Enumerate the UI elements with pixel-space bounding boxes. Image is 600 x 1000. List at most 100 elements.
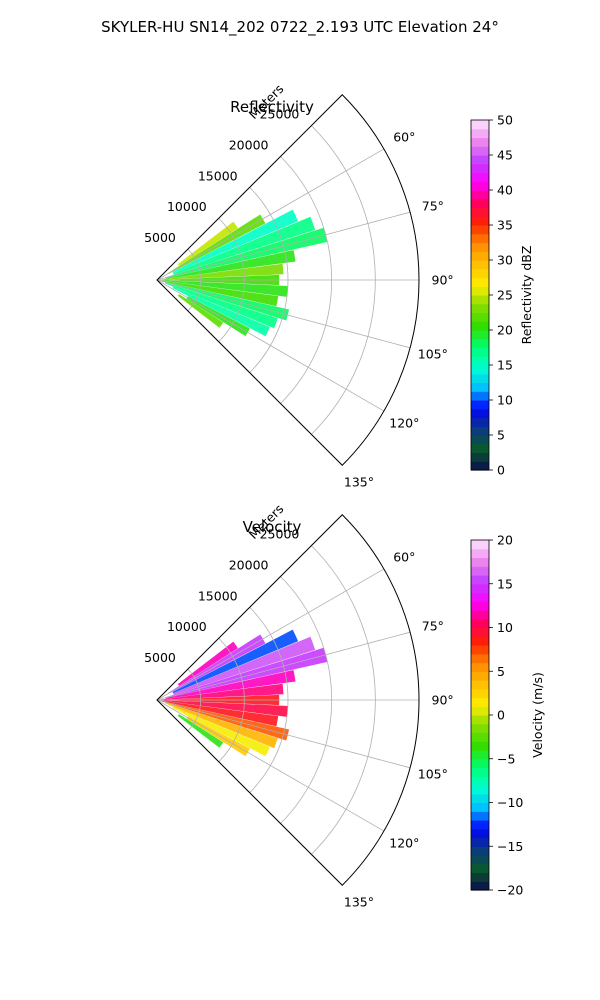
colorbar-band (471, 330, 489, 340)
range-tick-label: 15000 (198, 168, 238, 183)
azimuth-spoke-4 (156, 279, 385, 412)
colorbar-tick-label: 35 (497, 218, 513, 233)
colorbar-band (471, 207, 489, 217)
colorbar-tick-label: −5 (497, 751, 515, 766)
echo-cell-6 (161, 263, 284, 280)
colorbar-band (471, 426, 489, 436)
figure-suptitle: SKYLER-HU SN14_202 0722_2.193 UTC Elevat… (101, 18, 499, 37)
echo-cell-10 (161, 700, 290, 741)
azimuth-tick-label: 105° (418, 766, 448, 781)
colorbar-band (471, 802, 489, 812)
colorbar-band (471, 793, 489, 804)
range-tick-label: 10000 (167, 619, 207, 634)
colorbar-band (471, 225, 489, 235)
range-tick-label: 10000 (167, 199, 207, 214)
colorbar-band (471, 251, 489, 261)
echo-cell-1 (168, 214, 266, 274)
colorbar-band (471, 828, 489, 839)
colorbar-band (471, 601, 489, 611)
echo-cell-9 (161, 280, 279, 307)
colorbar-band (471, 636, 489, 646)
azimuth-tick-label: 105° (418, 346, 448, 361)
echo-cell-14 (177, 294, 224, 328)
range-tick-label: 15000 (198, 588, 238, 603)
azimuth-spoke-3 (156, 279, 411, 349)
colorbar-band (471, 260, 489, 270)
colorbar-band (471, 627, 489, 637)
azimuth-spoke-4 (156, 699, 385, 832)
range-tick-label: 5000 (144, 650, 176, 665)
colorbar-tick-label: −10 (497, 795, 523, 810)
colorbar-tick-label: 5 (497, 428, 505, 443)
echo-cell-3 (173, 216, 316, 275)
colorbar-tick-label: 20 (497, 323, 513, 338)
colorbar-band (471, 452, 489, 462)
azimuth-tick-label: 75° (422, 199, 444, 214)
echo-cell-8 (161, 280, 288, 297)
range-tick-label: 20000 (229, 137, 269, 152)
colorbar-band (471, 295, 489, 305)
colorbar-band (471, 198, 489, 209)
colorbar-band (471, 706, 489, 716)
colorbar-band (471, 557, 489, 567)
colorbar-band (471, 697, 489, 707)
colorbar-tick-label: 10 (497, 393, 513, 408)
colorbar-band (471, 855, 489, 865)
colorbar-band (471, 566, 489, 576)
colorbar-band (471, 715, 489, 725)
colorbar-band (471, 356, 489, 366)
colorbar-tick-label: 15 (497, 576, 513, 591)
azimuth-tick-label: 75° (422, 619, 444, 634)
echo-cell-10 (161, 280, 290, 321)
azimuth-spoke-0 (156, 568, 385, 701)
colorbar-band (471, 137, 489, 147)
colorbar-tick-label: 25 (497, 288, 513, 303)
colorbar-band (471, 268, 489, 279)
colorbar-band (471, 671, 489, 681)
colorbar-band (471, 575, 489, 585)
colorbar-band (471, 548, 489, 559)
colorbar-band (471, 417, 489, 427)
colorbar-band (471, 767, 489, 777)
colorbar-tick-label: 20 (497, 533, 513, 548)
azimuth-spoke-3 (156, 699, 411, 769)
velocity-colorbar-label: Velocity (m/s) (530, 672, 545, 758)
echo-cell-8 (161, 700, 288, 717)
colorbar-band (471, 461, 489, 471)
echo-cell-6 (161, 683, 284, 700)
colorbar-band (471, 233, 489, 244)
azimuth-tick-label: 135° (344, 894, 374, 909)
panel-title-reflectivity: Reflectivity (230, 98, 314, 116)
colorbar-band (471, 435, 489, 445)
range-tick-label: 25000 (260, 107, 300, 122)
colorbar-band (471, 347, 489, 357)
azimuth-tick-label: 90° (432, 273, 454, 288)
colorbar-tick-label: 10 (497, 620, 513, 635)
azimuth-tick-label: 120° (389, 415, 419, 430)
colorbar-band (471, 741, 489, 751)
colorbar-band (471, 303, 489, 314)
velocity-polar-plot: 60° 75° 90° 105° 120° 135° 5000 10000 15000 20000… (144, 501, 454, 909)
colorbar-band (471, 583, 489, 594)
azimuth-spoke-1 (156, 631, 411, 701)
colorbar-band (471, 618, 489, 629)
colorbar-band (471, 155, 489, 165)
echo-cell-3 (173, 636, 316, 695)
colorbar-band (471, 846, 489, 856)
colorbar-band (471, 338, 489, 349)
echo-cell-4 (165, 647, 328, 699)
echo-cell-1 (168, 634, 266, 694)
range-tick-label: 5000 (144, 230, 176, 245)
panel-title-velocity: Velocity (243, 518, 302, 536)
colorbar-band (471, 662, 489, 672)
colorbar-band (471, 391, 489, 401)
colorbar-band (471, 653, 489, 664)
colorbar-band (471, 128, 489, 139)
colorbar-band (471, 365, 489, 375)
colorbar-band (471, 146, 489, 156)
colorbar-band (471, 811, 489, 821)
colorbar-tick-label: 0 (497, 708, 505, 723)
colorbar-band (471, 277, 489, 287)
colorbar-band (471, 382, 489, 392)
